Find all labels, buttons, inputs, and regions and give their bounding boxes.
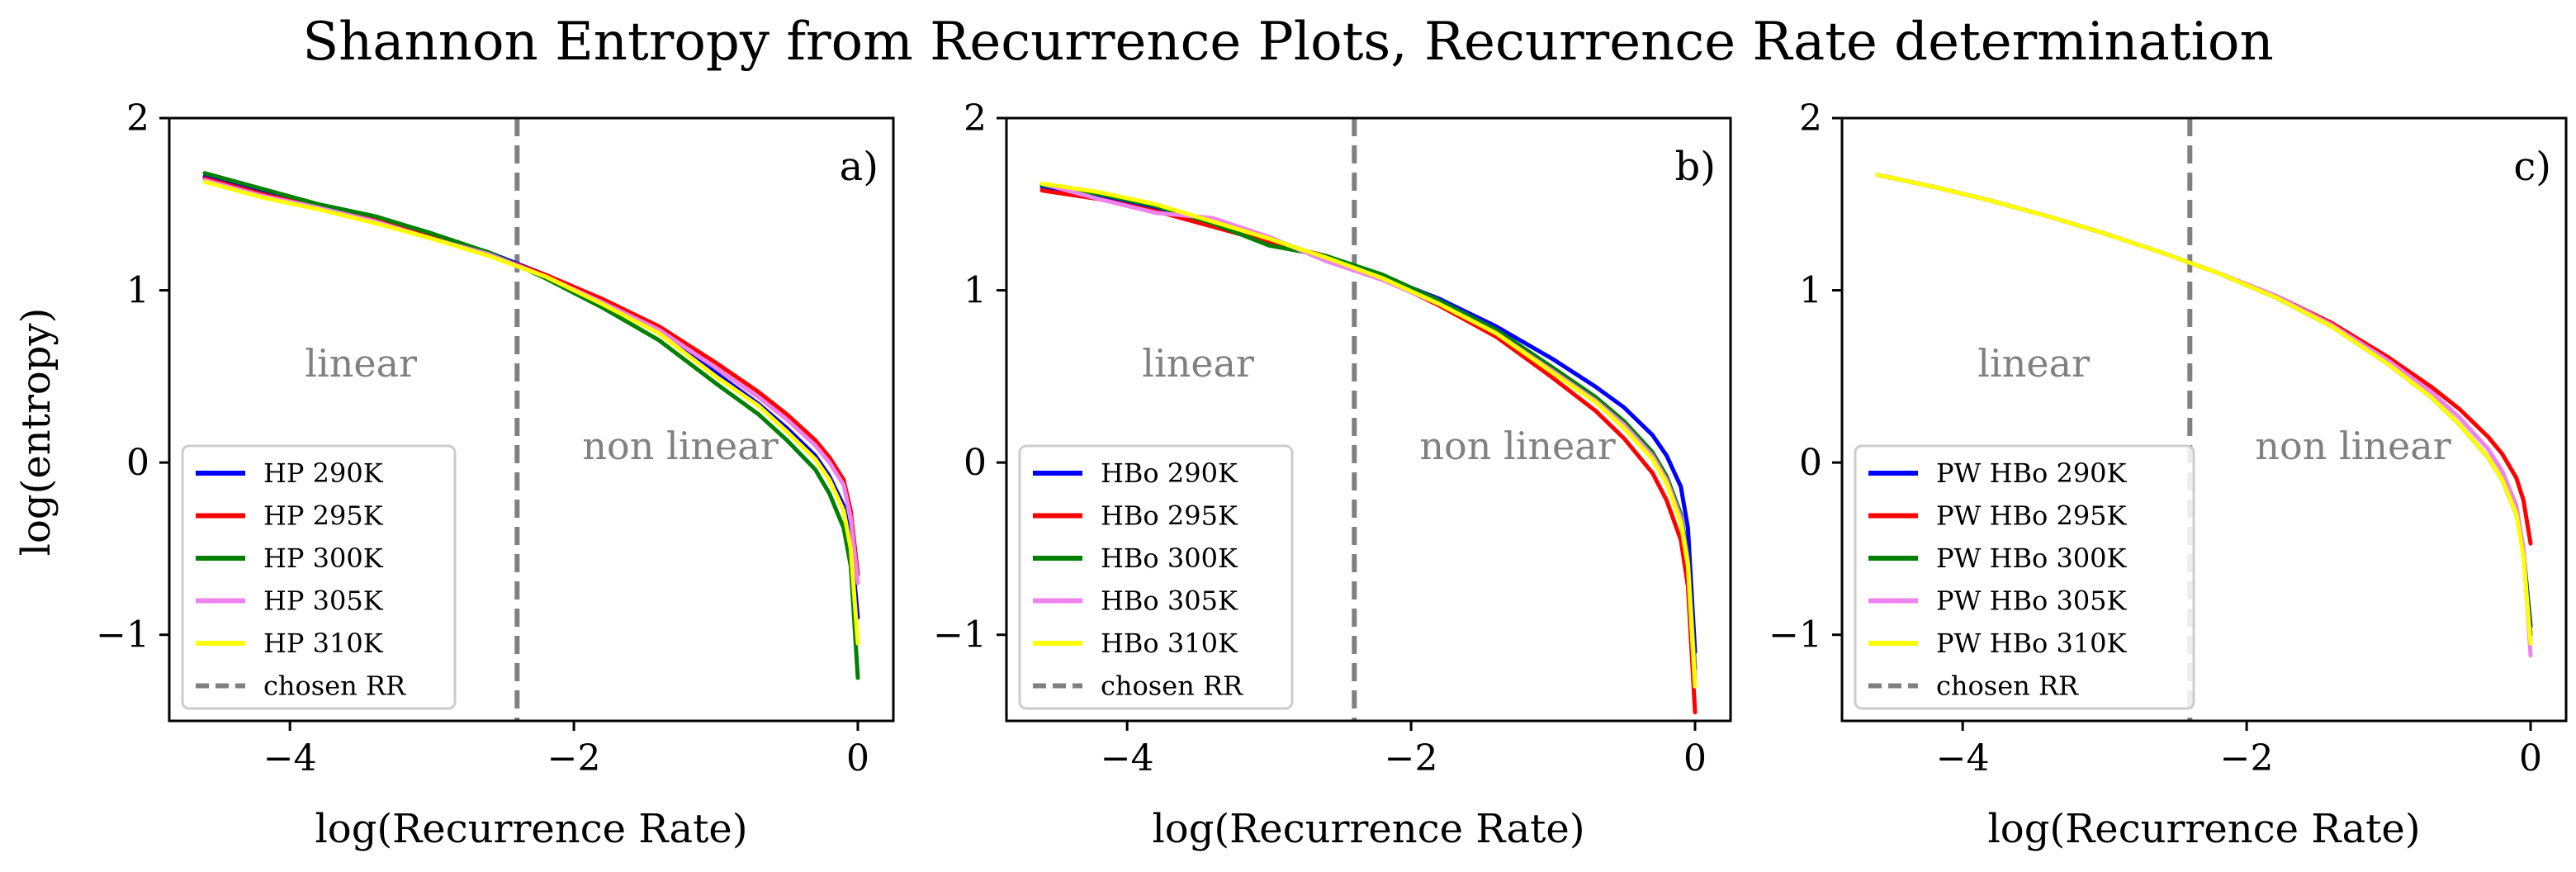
series-line-hbo-310k [1039,181,1698,689]
legend-box [181,444,457,710]
legend-box [1018,444,1294,710]
legend-entry: HBo 300K [1101,543,1238,574]
y-tick-label: −1 [933,614,987,656]
region-label-nonlinear: non linear [2255,424,2451,468]
legend-entry: HBo 290K [1101,457,1238,489]
y-tick-label: −1 [96,614,149,656]
legend-entry: PW HBo 300K [1936,543,2128,574]
panel-c: linear non linear c) PW HBo 290K PW HBo 295K… [1769,97,2568,852]
x-tick-label: −2 [547,737,601,780]
series-line-hp-310k [202,179,860,646]
panels: linear non linear a) HP 290K HP 295K HP 300K H… [96,97,2568,852]
region-label-linear: linear [1977,341,2090,386]
legend-box [1854,444,2195,710]
series-line-hbo-295k [1039,188,1698,715]
region-label-nonlinear: non linear [1419,424,1615,468]
panel-b: linear non linear b) HBo 290K HBo 295K HBo 30… [933,97,1732,852]
y-tick-label: 1 [964,270,987,312]
y-tick-label: 2 [1799,97,1822,140]
legend-entry: HP 290K [263,457,384,489]
x-tick-label: −2 [1385,737,1438,780]
plot-frame [168,116,895,723]
legend-entry: HBo 295K [1101,500,1238,532]
region-label-linear: linear [1142,341,1254,386]
legend-entry: HBo 310K [1101,628,1238,659]
panel-label: b) [1675,144,1716,190]
plot-frame [1840,116,2568,723]
x-axis-label: log(Recurrence Rate) [1987,806,2420,852]
legend-entry: PW HBo 305K [1936,585,2128,617]
x-tick-label: −4 [1936,737,1990,780]
legend-entry: HP 305K [263,585,384,617]
y-tick-label: 0 [1799,442,1822,484]
panel-label: a) [840,144,878,190]
figure-title: Shannon Entropy from Recurrence Plots, R… [302,12,2273,73]
y-tick-label: 1 [1799,270,1822,312]
y-tick-label: −1 [1769,614,1822,656]
y-tick-label: 0 [964,442,987,484]
legend-entry: HP 295K [263,500,384,532]
y-tick-label: 2 [126,97,149,140]
legend-entry: PW HBo 295K [1936,500,2128,532]
series-line-hp-300k [202,171,860,680]
legend-entry-chosen-rr: chosen RR [263,671,406,702]
x-tick-label: 0 [846,737,869,780]
legend-entry: HBo 305K [1101,585,1238,617]
y-tick-label: 0 [126,442,149,484]
legend-entry: PW HBo 310K [1936,628,2128,659]
legend-entry: HP 300K [263,543,384,574]
region-label-nonlinear: non linear [582,424,778,468]
legend-entry: HP 310K [263,628,384,659]
x-tick-label: 0 [1683,737,1707,780]
x-axis-label: log(Recurrence Rate) [315,806,747,852]
y-tick-label: 1 [126,270,149,312]
x-tick-label: −4 [1101,737,1154,780]
x-tick-label: 0 [2519,737,2542,780]
panel-label: c) [2513,144,2551,190]
y-tick-label: 2 [964,97,987,140]
x-tick-label: −4 [263,737,317,780]
plot-frame [1005,116,1732,723]
y-axis-label: log(entropy) [13,308,59,557]
x-tick-label: −2 [2220,737,2274,780]
x-axis-label: log(Recurrence Rate) [1152,806,1584,852]
legend-entry-chosen-rr: chosen RR [1936,671,2079,702]
series-line-pw-hbo-310k [1875,173,2533,646]
panel-a: linear non linear a) HP 290K HP 295K HP 300K H… [96,97,895,852]
legend-entry-chosen-rr: chosen RR [1101,671,1243,702]
legend-entry: PW HBo 290K [1936,457,2128,489]
region-label-linear: linear [305,341,417,386]
